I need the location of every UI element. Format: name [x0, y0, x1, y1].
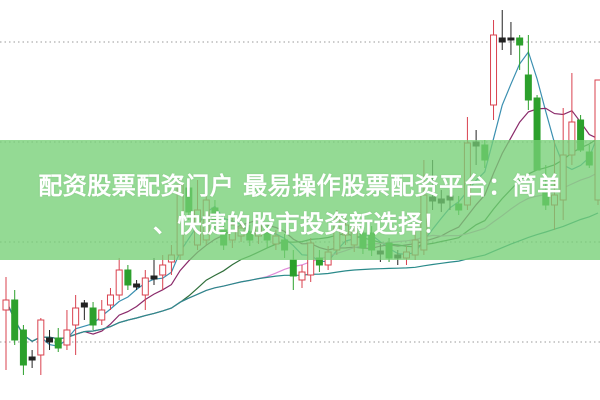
- candle-body: [289, 259, 297, 277]
- candle: [490, 20, 498, 120]
- candle: [63, 310, 71, 350]
- banner-title-line-2: 、快捷的股市投资新选择！: [153, 210, 447, 238]
- candle-body: [11, 299, 19, 341]
- candle-body: [19, 329, 27, 366]
- candle: [46, 330, 54, 350]
- candle: [124, 265, 132, 290]
- candle: [298, 265, 306, 288]
- candle: [37, 318, 45, 375]
- candle: [2, 277, 10, 370]
- candle-body: [63, 329, 71, 346]
- candle-body: [507, 37, 515, 41]
- candle: [98, 300, 106, 325]
- candle: [28, 350, 36, 368]
- candle: [507, 22, 515, 55]
- candle-body: [516, 37, 524, 46]
- candle: [106, 288, 114, 310]
- candle-body: [124, 269, 132, 286]
- candle: [159, 255, 167, 290]
- candle-body: [159, 264, 167, 276]
- candle: [141, 270, 149, 310]
- candle: [80, 300, 88, 320]
- candle-body: [106, 294, 114, 306]
- candle: [498, 10, 506, 50]
- candle: [11, 290, 19, 345]
- candle-body: [46, 337, 54, 343]
- candle-body: [141, 277, 149, 296]
- candle: [516, 35, 524, 70]
- candle-body: [28, 356, 36, 361]
- candle-body: [54, 337, 62, 349]
- candle-body: [37, 319, 45, 356]
- candle-body: [80, 302, 88, 308]
- candle: [150, 258, 158, 285]
- candle: [89, 302, 97, 330]
- candle: [524, 35, 532, 110]
- candle: [54, 328, 62, 352]
- candle: [19, 325, 27, 375]
- candle-body: [133, 283, 141, 288]
- candle-body: [98, 309, 106, 321]
- candle: [133, 280, 141, 290]
- candle: [115, 258, 123, 300]
- candle-body: [490, 34, 498, 106]
- title-banner: [0, 140, 600, 260]
- candle-body: [150, 275, 158, 280]
- candle-body: [498, 37, 506, 43]
- candle-body: [2, 299, 10, 311]
- candle-body: [89, 307, 97, 326]
- candle-body: [298, 271, 306, 281]
- candle-body: [115, 269, 123, 296]
- candle-body: [72, 307, 80, 326]
- candle: [72, 295, 80, 355]
- banner-title-line-1: 配资股票配资门户 最易操作股票配资平台：简单: [38, 172, 562, 200]
- candle-body: [524, 74, 532, 101]
